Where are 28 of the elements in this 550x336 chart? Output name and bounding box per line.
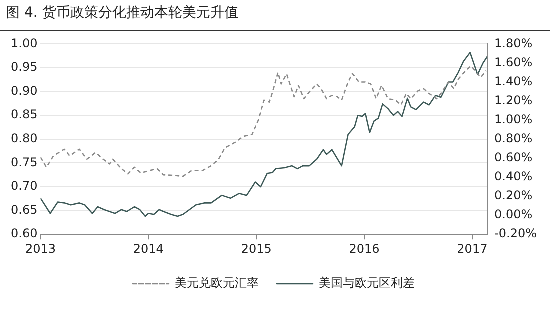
y-tick-label: 0.70 <box>11 179 38 194</box>
y2-tick-label: 1.40% <box>494 74 533 88</box>
y-tick-label: 0.65 <box>11 202 38 217</box>
y-tick-label: 0.60 <box>11 226 38 241</box>
x-tick-label: 2015 <box>241 242 272 256</box>
y2-tick-label: 1.60% <box>494 55 533 70</box>
y2-tick-label: 0.40% <box>494 170 533 184</box>
y2-tick-label: 1.20% <box>494 93 533 108</box>
y2-tick-label: 1.00% <box>494 112 533 126</box>
legend-label: 美元兑欧元汇率 <box>175 276 259 290</box>
x-tick-label: 2016 <box>349 242 380 256</box>
y2-tick-label: 0.80% <box>494 132 533 146</box>
y-tick-label: 0.90 <box>11 84 38 98</box>
x-tick-label: 2014 <box>133 242 164 256</box>
y2-tick-label: 0.00% <box>494 208 533 222</box>
y2-tick-label: 0.60% <box>494 150 533 165</box>
y-tick-label: 0.85 <box>11 108 38 122</box>
y-tick-label: 0.80 <box>11 132 38 146</box>
legend-label: 美国与欧元区利差 <box>319 276 415 290</box>
x-tick-label: 2017 <box>457 242 488 256</box>
y-tick-label: 0.75 <box>11 155 38 170</box>
y2-tick-label: -0.20% <box>494 226 537 241</box>
y-tick-label: 1.00 <box>11 36 38 50</box>
x-tick-label: 2013 <box>25 242 56 256</box>
chart-title: 图 4. 货币政策分化推动本轮美元升值 <box>6 4 238 22</box>
y-tick-label: 0.95 <box>11 60 38 74</box>
y2-tick-label: 0.20% <box>494 188 533 203</box>
y2-tick-label: 1.80% <box>494 36 533 50</box>
